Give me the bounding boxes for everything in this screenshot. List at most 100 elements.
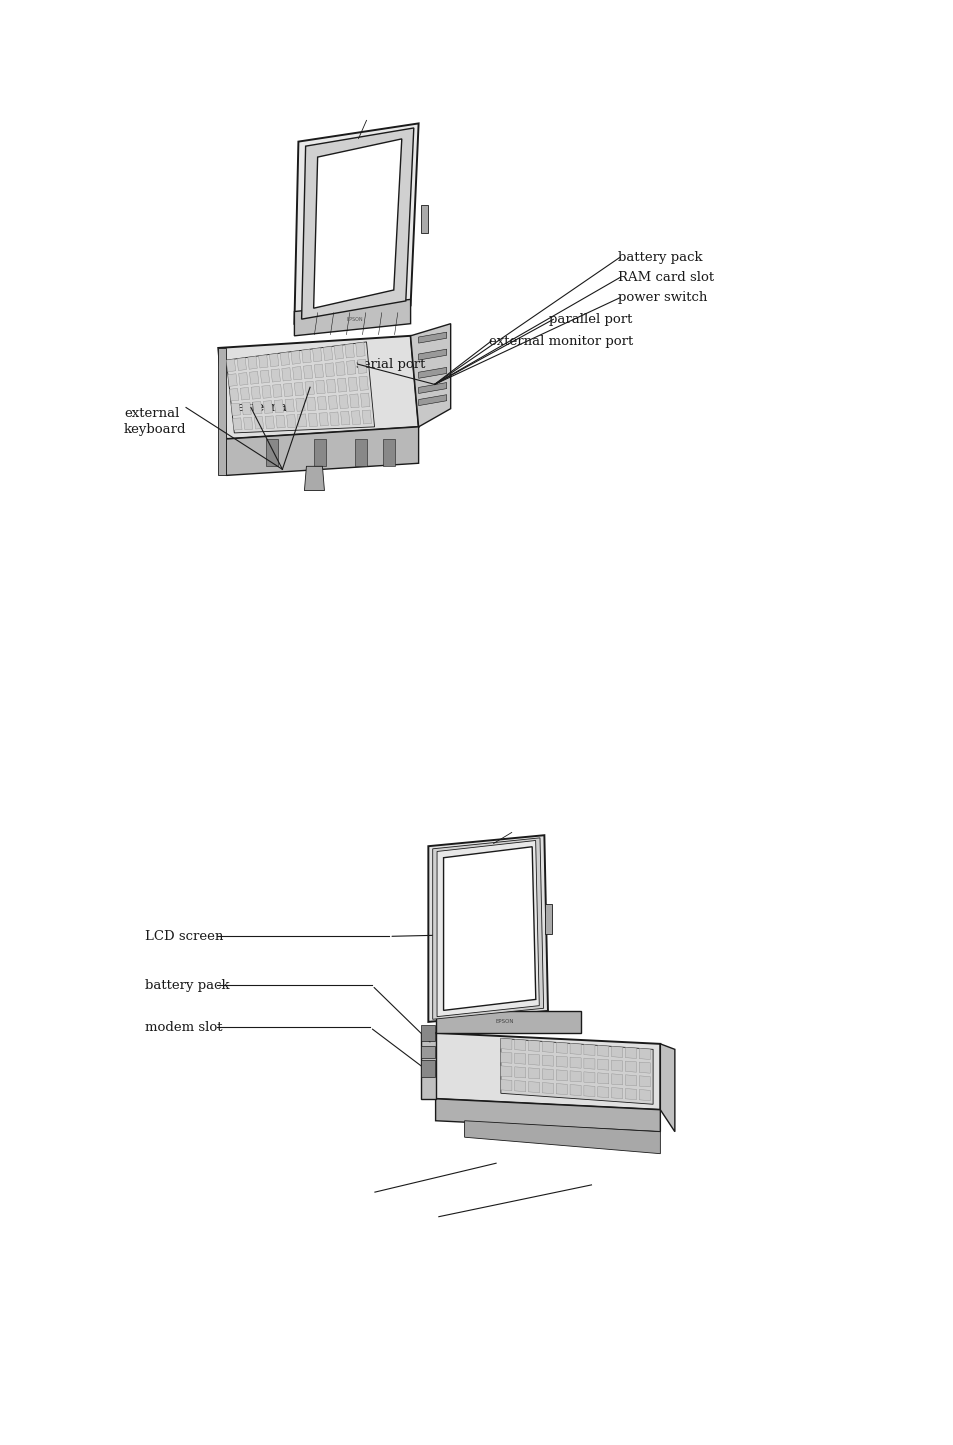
Bar <box>420 1046 435 1058</box>
Polygon shape <box>598 1087 608 1098</box>
Polygon shape <box>570 1085 580 1095</box>
Polygon shape <box>248 357 257 370</box>
Polygon shape <box>294 299 410 335</box>
Polygon shape <box>570 1043 580 1055</box>
Bar <box>544 905 552 933</box>
Polygon shape <box>542 1055 553 1066</box>
Polygon shape <box>230 389 238 400</box>
Bar <box>420 1025 435 1040</box>
Polygon shape <box>500 1066 512 1077</box>
Polygon shape <box>294 383 303 396</box>
Polygon shape <box>237 358 246 370</box>
Polygon shape <box>261 386 271 399</box>
Polygon shape <box>260 370 270 383</box>
Polygon shape <box>436 1033 659 1110</box>
Polygon shape <box>275 415 285 428</box>
Polygon shape <box>360 393 370 407</box>
Polygon shape <box>271 368 280 381</box>
Polygon shape <box>500 1039 653 1104</box>
Polygon shape <box>294 123 418 324</box>
Polygon shape <box>314 364 323 377</box>
Polygon shape <box>500 1052 512 1064</box>
Bar <box>355 439 366 467</box>
Polygon shape <box>251 386 260 399</box>
Text: battery pack: battery pack <box>145 980 230 991</box>
Bar <box>266 439 278 467</box>
Polygon shape <box>323 347 333 360</box>
Text: EPSON: EPSON <box>346 316 362 322</box>
Text: LCD screen: LCD screen <box>145 931 223 942</box>
Polygon shape <box>428 835 547 1022</box>
Polygon shape <box>598 1045 608 1056</box>
Polygon shape <box>242 402 251 415</box>
Polygon shape <box>570 1071 580 1082</box>
Polygon shape <box>314 139 401 308</box>
Polygon shape <box>556 1069 567 1081</box>
Polygon shape <box>528 1040 539 1052</box>
Polygon shape <box>362 410 371 423</box>
Polygon shape <box>280 353 290 366</box>
Polygon shape <box>283 383 293 396</box>
Bar <box>420 205 427 233</box>
Polygon shape <box>305 381 314 394</box>
Polygon shape <box>418 332 446 342</box>
Text: battery pack: battery pack <box>618 251 702 263</box>
Polygon shape <box>583 1072 595 1082</box>
Polygon shape <box>542 1082 553 1094</box>
Polygon shape <box>253 402 262 415</box>
Polygon shape <box>639 1049 650 1059</box>
Polygon shape <box>265 416 274 429</box>
Polygon shape <box>286 415 295 428</box>
Polygon shape <box>308 413 317 426</box>
Polygon shape <box>301 350 311 363</box>
Polygon shape <box>556 1056 567 1068</box>
Polygon shape <box>418 350 446 360</box>
Polygon shape <box>226 358 235 371</box>
Polygon shape <box>350 394 358 407</box>
Polygon shape <box>611 1046 622 1058</box>
Polygon shape <box>570 1058 580 1068</box>
Polygon shape <box>340 412 350 425</box>
Polygon shape <box>542 1042 553 1052</box>
Polygon shape <box>418 394 446 406</box>
Polygon shape <box>334 345 343 360</box>
Polygon shape <box>639 1090 650 1101</box>
Polygon shape <box>233 418 242 431</box>
Text: RAM card slot: RAM card slot <box>618 272 714 283</box>
Polygon shape <box>238 373 248 386</box>
Polygon shape <box>583 1045 595 1055</box>
Polygon shape <box>330 412 339 425</box>
Text: external
keyboard: external keyboard <box>124 407 187 436</box>
Polygon shape <box>226 342 375 434</box>
Polygon shape <box>285 399 294 412</box>
Text: external monitor port: external monitor port <box>489 335 633 347</box>
Polygon shape <box>303 366 313 379</box>
Polygon shape <box>357 360 366 374</box>
Polygon shape <box>337 379 346 392</box>
Polygon shape <box>500 1079 512 1091</box>
Polygon shape <box>325 363 334 377</box>
Polygon shape <box>355 342 365 357</box>
Polygon shape <box>436 1098 659 1131</box>
Polygon shape <box>659 1043 674 1131</box>
Polygon shape <box>611 1074 622 1085</box>
Polygon shape <box>556 1084 567 1095</box>
Polygon shape <box>351 410 360 425</box>
Polygon shape <box>625 1088 636 1100</box>
Polygon shape <box>598 1059 608 1071</box>
Polygon shape <box>515 1066 525 1078</box>
Polygon shape <box>358 376 368 390</box>
Polygon shape <box>273 384 282 397</box>
Polygon shape <box>304 467 324 491</box>
Polygon shape <box>326 379 335 393</box>
Polygon shape <box>625 1048 636 1058</box>
Polygon shape <box>464 1121 659 1153</box>
Polygon shape <box>346 360 355 374</box>
Polygon shape <box>335 361 345 376</box>
Polygon shape <box>306 397 315 410</box>
Polygon shape <box>436 841 538 1017</box>
Polygon shape <box>269 354 278 367</box>
Text: parallel port: parallel port <box>548 314 631 325</box>
Polygon shape <box>231 403 240 416</box>
Polygon shape <box>226 426 418 475</box>
